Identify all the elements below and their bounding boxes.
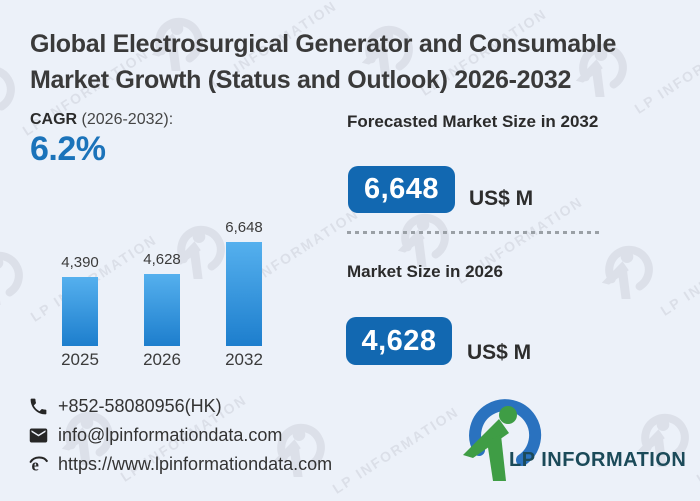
market-2026-unit: US$ M [467,341,532,364]
bar-year-label: 2025 [61,350,99,369]
bar-2032 [226,242,262,346]
cagr-label-period: (2026-2032): [77,111,174,128]
page-title: Global Electrosurgical Generator and Con… [30,26,616,98]
email-icon [29,428,48,443]
cagr-value: 6.2% [30,130,106,168]
contact-phone: +852-58080956(HK) [58,396,222,416]
page-title-line-1: Global Electrosurgical Generator and Con… [30,30,617,58]
bar-year-label: 2032 [225,350,263,369]
contact-phone-row: +852-58080956(HK) [28,392,332,421]
bar-chart: 4,390 2025 4,628 2026 6,648 2032 [61,215,263,370]
forecast-2032-value-box: 6,648 [348,166,455,213]
contact-email[interactable]: info@lpinformationdata.com [58,425,283,445]
cagr-label-bold: CAGR [30,111,78,128]
market-2026-value-box: 4,628 [346,317,452,365]
lp-information-logo-icon [463,399,542,481]
forecast-2032-value: 6,648 [363,173,440,205]
contact-block: +852-58080956(HK) info@lpinformationdata… [28,392,332,479]
forecast-2032-heading: Forecasted Market Size in 2032 [347,112,599,131]
bar-value-label: 4,628 [143,251,181,268]
bar-2025 [62,277,98,346]
bar-column-2026: 4,628 2026 [143,215,181,370]
forecast-2032-unit: US$ M [469,187,534,210]
contact-website-row[interactable]: e https://www.lpinformationdata.com [28,450,332,479]
bar-year-label: 2026 [143,350,181,369]
bar-value-label: 4,390 [61,254,99,271]
svg-text:e: e [32,456,39,475]
lp-information-logo-text: LP INFORMATION [509,449,687,471]
dashed-divider [347,231,600,234]
browser-icon: e [29,456,48,475]
contact-email-row[interactable]: info@lpinformationdata.com [28,421,332,450]
phone-icon [30,398,47,415]
market-2026-heading: Market Size in 2026 [347,262,503,281]
bar-2026 [144,274,180,346]
bar-column-2032: 6,648 2032 [225,215,263,370]
contact-website[interactable]: https://www.lpinformationdata.com [58,454,333,474]
cagr-label: CAGR (2026-2032): [30,111,173,129]
page-title-line-2: Market Growth (Status and Outlook) 2026-… [30,66,572,94]
bar-value-label: 6,648 [225,219,263,236]
bar-column-2025: 4,390 2025 [61,215,99,370]
market-2026-value: 4,628 [361,324,437,357]
